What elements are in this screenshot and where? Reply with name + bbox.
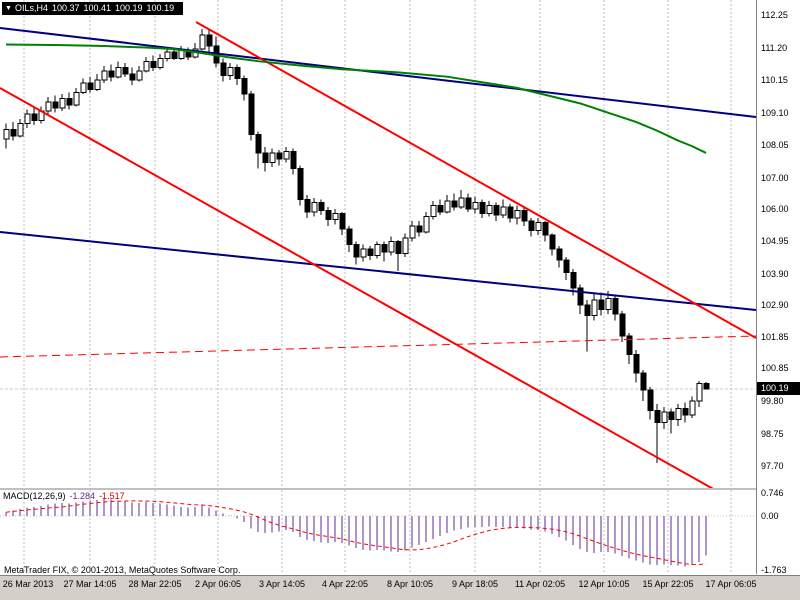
time-axis-label: 15 Apr 22:05 <box>642 579 694 589</box>
price-axis-label: 109.10 <box>761 107 789 118</box>
time-axis-label: 17 Apr 06:05 <box>705 579 757 589</box>
price-axis-label: 108.05 <box>761 140 789 151</box>
price-axis-label: 97.70 <box>761 461 784 472</box>
current-price-badge: 100.19 <box>757 382 800 396</box>
macd-name: MACD(12,26,9) <box>3 491 66 501</box>
ohlc-close: 100.19 <box>146 3 175 13</box>
time-axis-label: 12 Apr 10:05 <box>578 579 630 589</box>
ohlc-low: 100.19 <box>115 3 143 13</box>
price-axis[interactable]: 112.25 111.20 110.15 109.10 108.05 107.00 106.… <box>757 0 800 575</box>
time-axis-label: 28 Mar 22:05 <box>128 579 182 589</box>
symbol-ohlc-badge: ▼ OILs,H4 100.37 100.41 100.19 100.19 <box>2 2 184 15</box>
time-axis-label: 4 Apr 22:05 <box>321 579 369 589</box>
time-axis-label: 26 Mar 2013 <box>2 579 54 589</box>
macd-signal-value: -1.517 <box>99 491 125 501</box>
macd-scale-label: -1.763 <box>761 565 787 576</box>
time-axis-label: 2 Apr 06:05 <box>194 579 242 589</box>
price-axis-label: 107.00 <box>761 172 789 183</box>
macd-scale-label: 0.746 <box>761 488 784 499</box>
time-axis-label: 27 Mar 14:05 <box>63 579 117 589</box>
price-axis-label: 98.75 <box>761 428 784 439</box>
time-axis-label: 11 Apr 02:05 <box>514 579 566 589</box>
price-axis-label: 106.00 <box>761 203 789 214</box>
price-axis-label: 102.90 <box>761 299 789 310</box>
dropdown-arrow-icon: ▼ <box>5 5 12 12</box>
ohlc-high: 100.41 <box>83 3 112 13</box>
copyright-text: MetaTrader FIX, © 2001-2013, MetaQuotes … <box>4 565 241 575</box>
macd-main-value: -1.284 <box>69 491 96 501</box>
macd-indicator-label: MACD(12,26,9) -1.284 -1.517 <box>3 491 125 501</box>
symbol-label: OILs,H4 <box>14 3 48 13</box>
price-axis-label: 110.15 <box>761 75 788 86</box>
price-axis-label: 103.90 <box>761 268 789 279</box>
price-axis-label: 112.25 <box>761 10 788 20</box>
time-axis-label: 9 Apr 18:05 <box>451 579 499 589</box>
price-axis-label: 100.85 <box>761 363 789 374</box>
time-axis-label: 3 Apr 14:05 <box>258 579 306 589</box>
price-axis-label: 111.20 <box>761 42 788 53</box>
time-axis[interactable]: 26 Mar 2013 27 Mar 14:05 28 Mar 22:05 2 Apr… <box>0 575 800 600</box>
price-axis-label: 104.95 <box>761 236 789 247</box>
chart-canvas[interactable] <box>0 0 800 575</box>
price-axis-label: 99.80 <box>761 395 784 406</box>
price-axis-label: 101.85 <box>761 332 789 343</box>
macd-scale-label: 0.00 <box>761 511 779 521</box>
time-axis-label: 8 Apr 10:05 <box>386 579 434 589</box>
ohlc-open: 100.37 <box>51 3 80 13</box>
